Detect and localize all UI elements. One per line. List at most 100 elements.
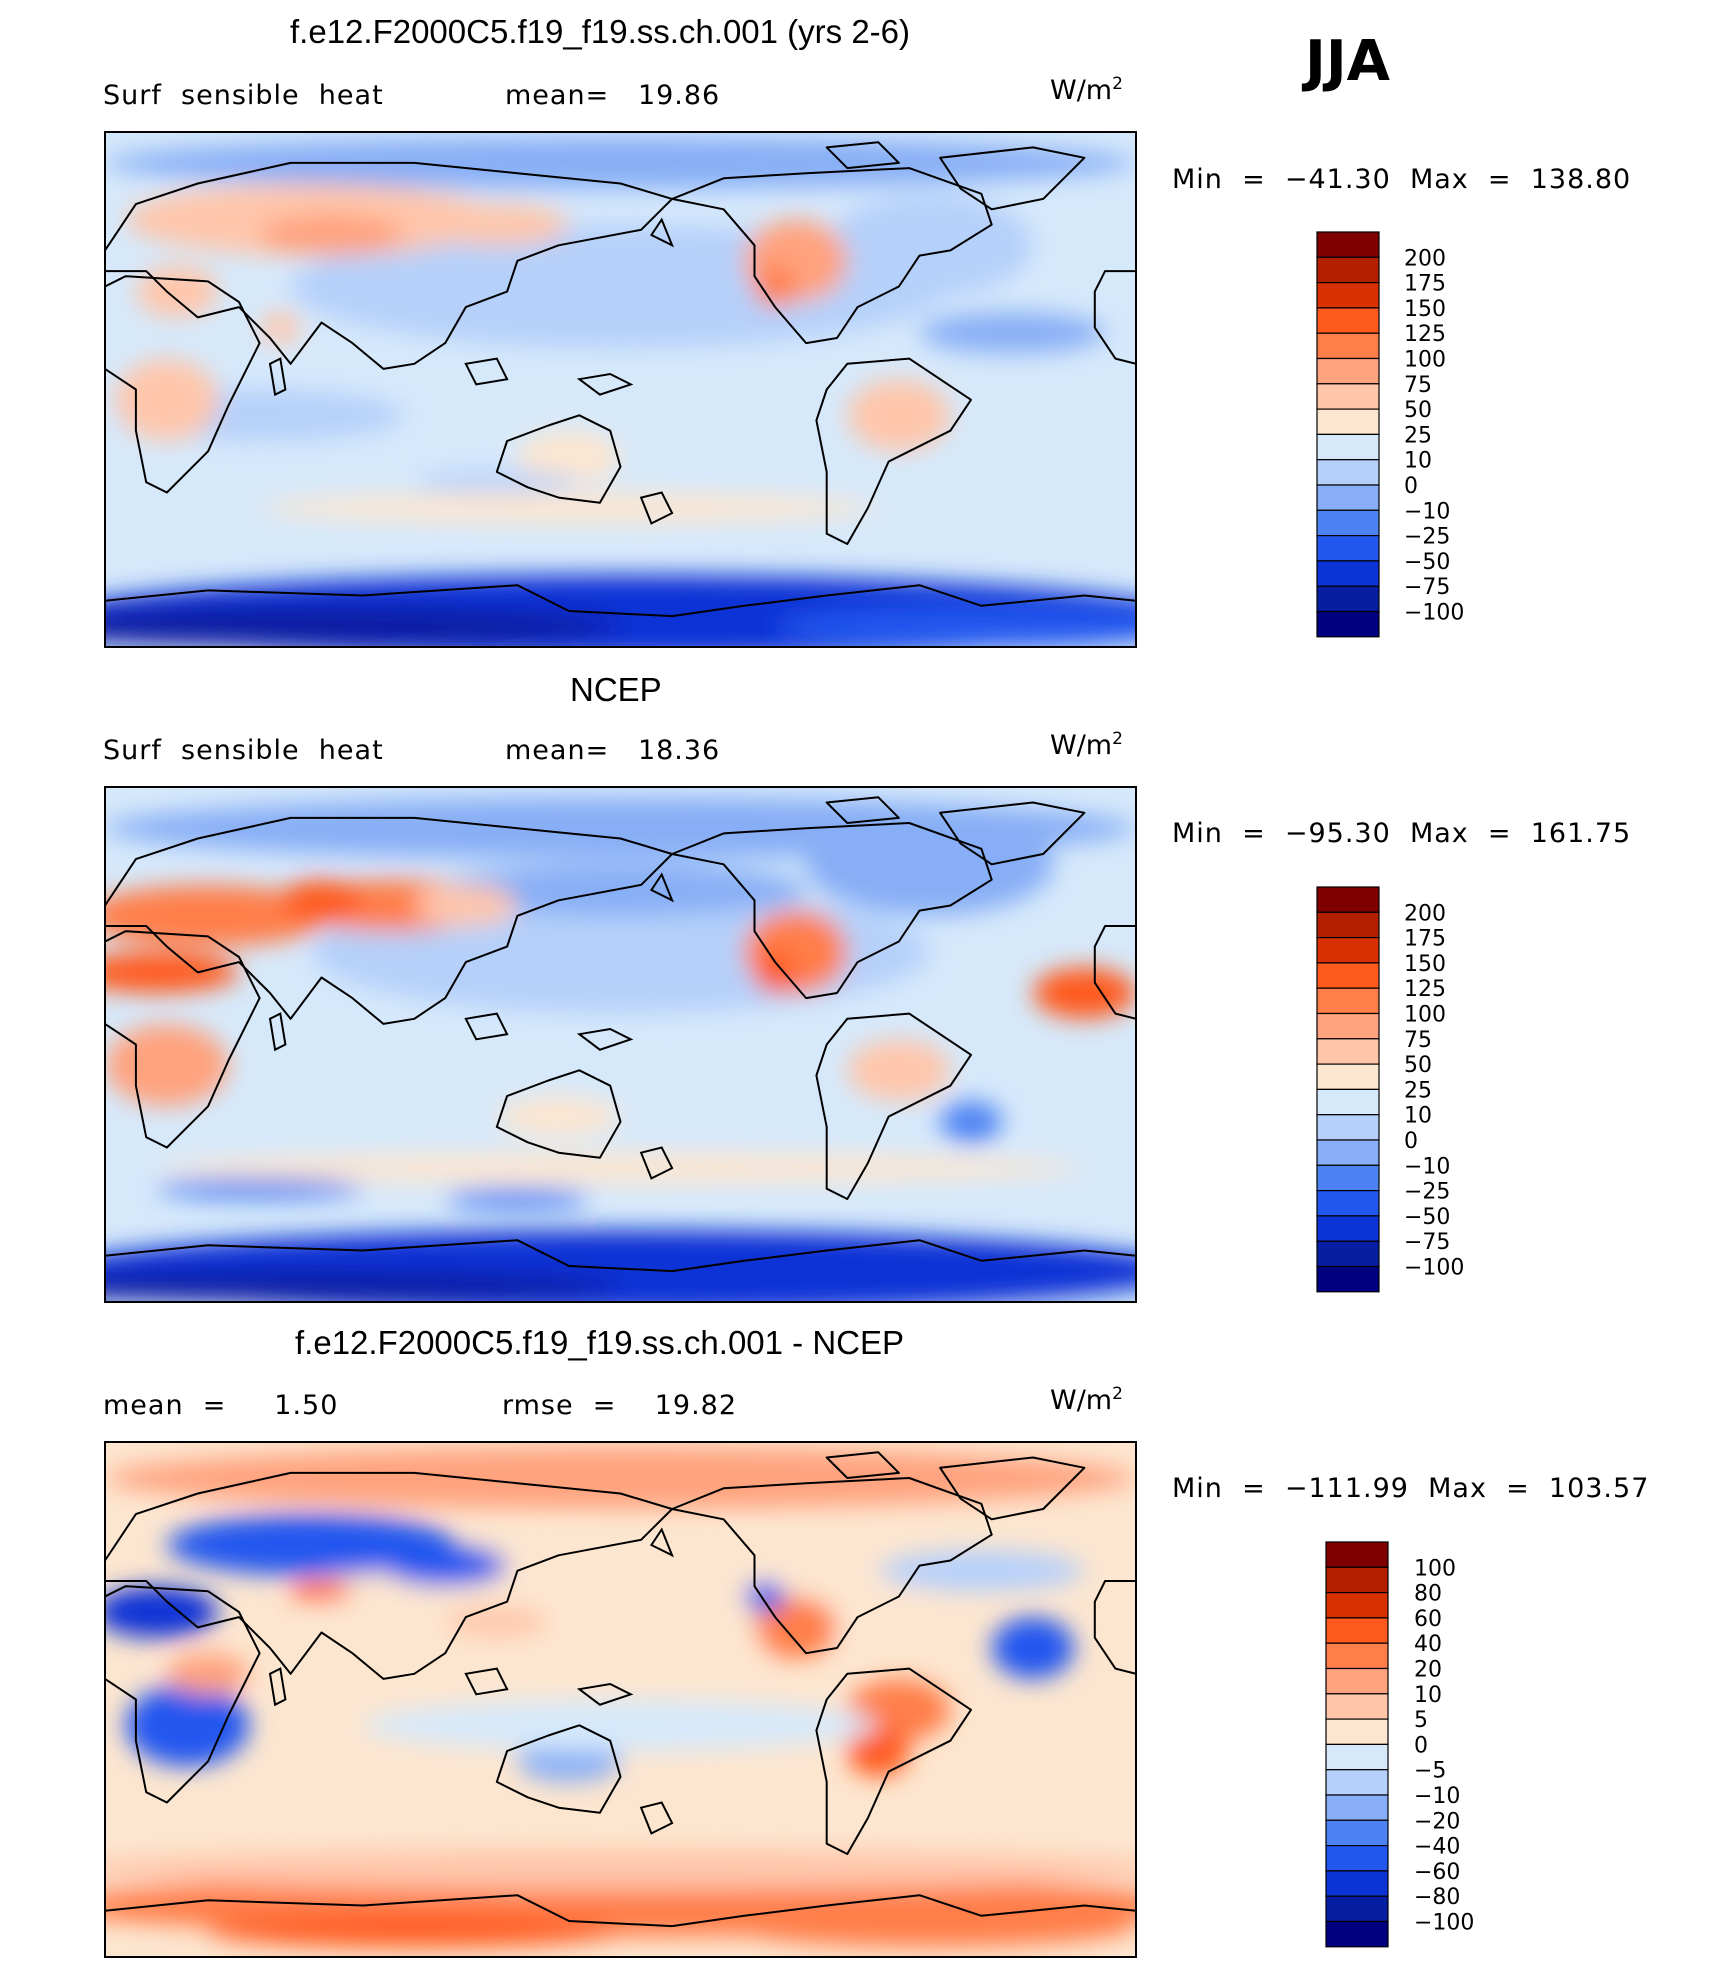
coastline-greenland (939, 1456, 1086, 1521)
colorbar-cell (1316, 1215, 1380, 1242)
colorbar-cell (1325, 1819, 1389, 1847)
map-3 (105, 1442, 1136, 1957)
colorbar-cell (1316, 1265, 1380, 1293)
panel-3-title: f.e12.F2000C5.f19_f19.ss.ch.001 - NCEP (295, 1324, 905, 1361)
coastline-samerica (815, 1667, 972, 1855)
colorbar-cell (1316, 231, 1380, 258)
colorbar-tick-label: 25 (1404, 423, 1432, 448)
field-region (156, 1152, 1085, 1184)
field-region (115, 358, 219, 441)
field-region (754, 265, 796, 308)
colorbar-tick-label: −10 (1414, 1784, 1460, 1809)
field-region (290, 1581, 353, 1602)
colorbar-cell (1325, 1566, 1389, 1594)
colorbar-tick-label: 10 (1414, 1683, 1442, 1708)
coastline-island (649, 872, 675, 903)
field-region (105, 951, 240, 993)
field-region (166, 1653, 250, 1695)
colorbar-tick-label: −10 (1404, 1154, 1450, 1179)
field-region (1032, 967, 1136, 1019)
field-region (259, 492, 879, 524)
field-region (434, 864, 807, 916)
colorbar-cell (1325, 1870, 1389, 1897)
coastline-eurasia (105, 1471, 674, 1680)
colorbar-tick-label: 100 (1414, 1556, 1456, 1581)
colorbar-tick-label: −100 (1404, 601, 1464, 626)
coastline-island (268, 357, 287, 397)
field-region (208, 1915, 621, 1947)
coastline-namerica (671, 822, 993, 1000)
colorbar-cell (1316, 307, 1380, 334)
coastline-africa (105, 1585, 261, 1804)
field-region (105, 1848, 1136, 1891)
colorbar-tick-label: 75 (1404, 373, 1432, 398)
coastline-greenland2 (825, 796, 900, 824)
panel-1-minmax: Min = −41.30 Max = 138.80 (1172, 164, 1632, 195)
season-label: JJA (1305, 29, 1391, 94)
field-region (105, 1271, 621, 1302)
field-region (105, 884, 332, 947)
colorbar-tick-label: 200 (1404, 901, 1446, 926)
colorbar-tick-label: 0 (1414, 1733, 1428, 1758)
colorbar-cell (1316, 962, 1380, 989)
coastline-antarctica (105, 1239, 1136, 1302)
coastline-island (464, 1012, 509, 1041)
coastline-island (649, 217, 675, 248)
colorbar-tick-label: 100 (1404, 348, 1446, 373)
colorbar-cell (1316, 886, 1380, 913)
colorbar-cell (1316, 1240, 1380, 1268)
colorbar-cell (1316, 256, 1380, 284)
field-region (847, 379, 951, 452)
field-region (166, 1514, 456, 1576)
coastline-greenland (939, 801, 1086, 866)
colorbar-tick-label: 200 (1404, 246, 1446, 271)
panel-3-units: W/m2 (1050, 1384, 1123, 1416)
colorbar-cell (1325, 1541, 1389, 1568)
map-2-coastlines (105, 796, 1136, 1302)
coastline-samerica (815, 1012, 972, 1200)
colorbar-cell (1325, 1693, 1389, 1720)
field-region (105, 1586, 219, 1638)
field-region (940, 1101, 1002, 1143)
colorbar-tick-label: 20 (1414, 1658, 1442, 1683)
colorbar-tick-label: −75 (1404, 1230, 1450, 1255)
field-region (414, 884, 518, 927)
coastline-australia (495, 1724, 622, 1814)
coastline-africa (105, 930, 261, 1149)
colorbar-tick-label: 125 (1404, 977, 1446, 1002)
colorbar-cell (1325, 1794, 1389, 1821)
colorbar-tick-label: 0 (1404, 1129, 1418, 1154)
coastline-westafrica (1093, 1580, 1136, 1675)
panel-1-left-label: Surf sensible heat (103, 80, 384, 111)
field-region (878, 1550, 1085, 1592)
panel-2-mean-label: mean= 18.36 (505, 735, 721, 766)
field-region (754, 1596, 838, 1659)
coastline-island (639, 491, 674, 525)
coastline-westafrica (1093, 925, 1136, 1020)
field-region (826, 193, 1033, 297)
coastline-island (649, 1527, 675, 1558)
colorbar-cell (1316, 357, 1380, 385)
map-3-field (105, 1447, 1136, 1947)
field-region (723, 1905, 1136, 1947)
colorbar-tick-label: 175 (1404, 272, 1446, 297)
coastline-island (268, 1667, 287, 1707)
colorbar-cell (1316, 282, 1380, 309)
coastline-samerica (815, 357, 972, 545)
colorbar-cell (1316, 1114, 1380, 1141)
colorbar-cell (1316, 332, 1380, 360)
colorbar-cell (1316, 936, 1380, 964)
colorbar-tick-label: 25 (1404, 1078, 1432, 1103)
field-region (125, 1684, 250, 1767)
coastline-eurasia (105, 816, 674, 1025)
coastline-eurasia (105, 161, 674, 370)
colorbar-tick-label: −10 (1404, 499, 1450, 524)
colorbar-tick-label: 150 (1404, 952, 1446, 977)
colorbar-cell (1325, 1617, 1389, 1644)
colorbar-cell (1325, 1844, 1389, 1872)
colorbar-tick-label: −80 (1414, 1885, 1460, 1910)
field-region (919, 312, 1106, 354)
field-region (991, 1617, 1075, 1679)
